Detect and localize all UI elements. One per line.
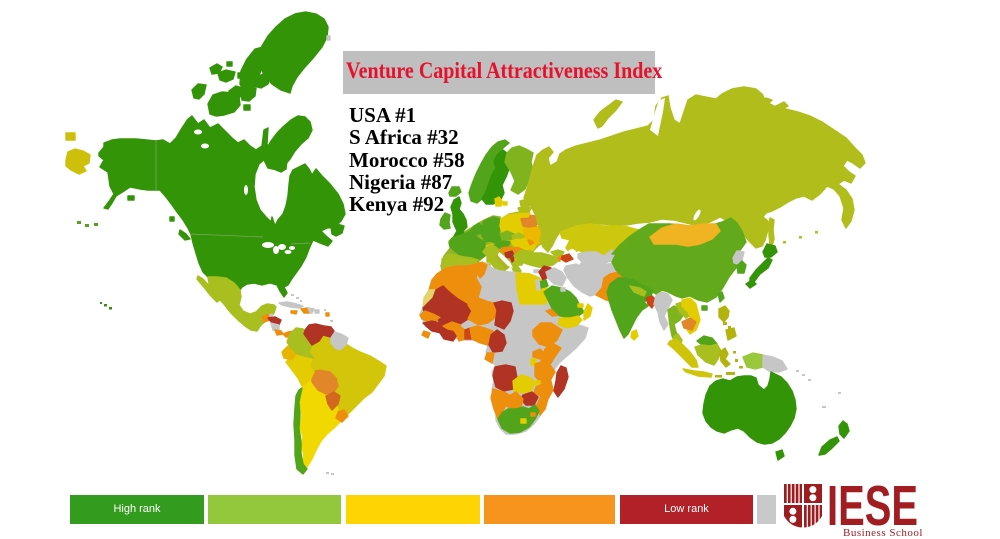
svg-text:IESE: IESE xyxy=(827,474,918,531)
